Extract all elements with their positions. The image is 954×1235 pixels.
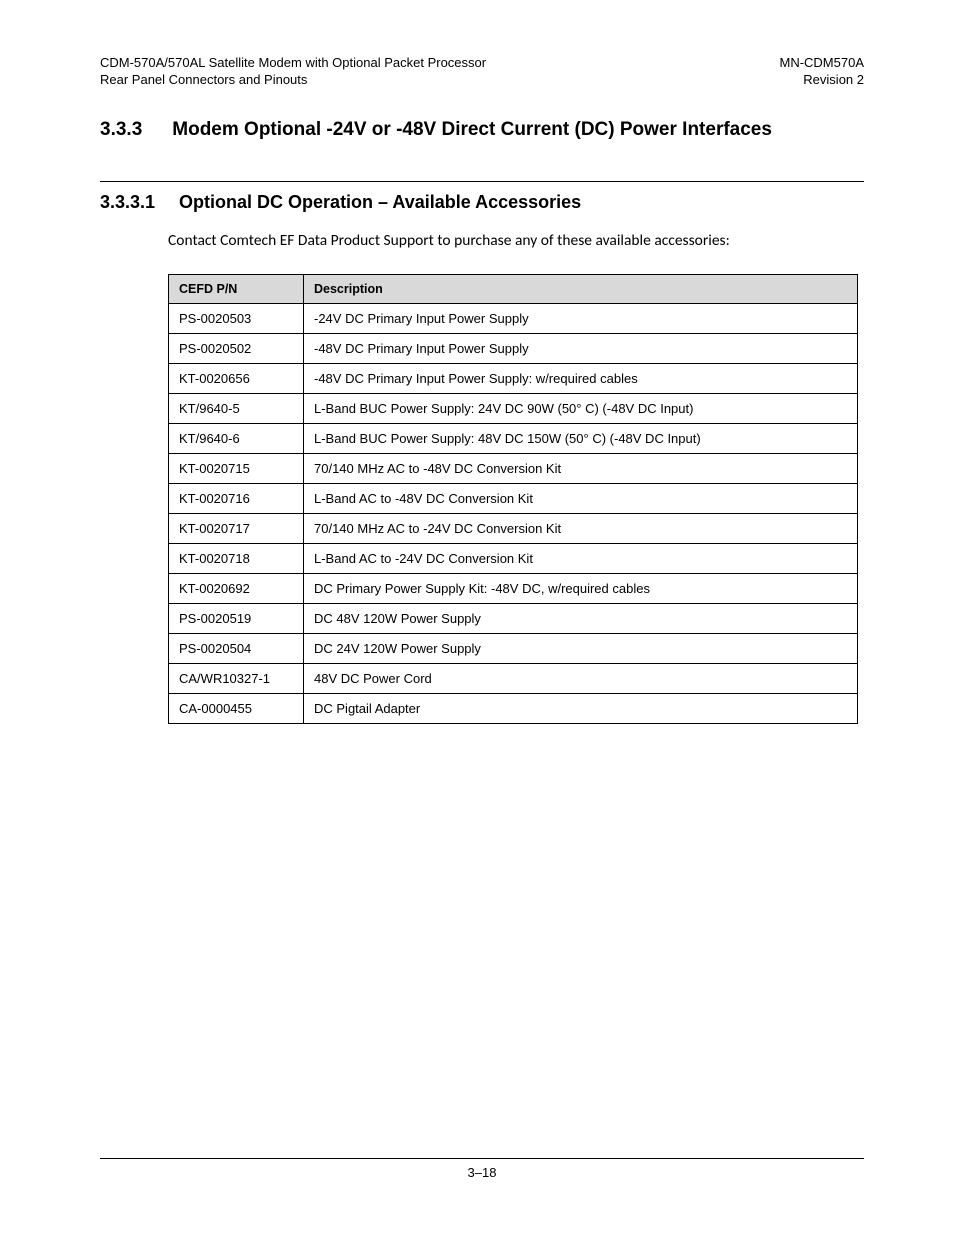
accessories-table: CEFD P/N Description PS-0020503-24V DC P… [168,274,858,724]
table-cell-pn: KT/9640-6 [169,423,304,453]
table-row: KT-002071770/140 MHz AC to -24V DC Conve… [169,513,858,543]
table-cell-desc: DC 24V 120W Power Supply [304,633,858,663]
table-cell-desc: 70/140 MHz AC to -48V DC Conversion Kit [304,453,858,483]
table-row: PS-0020503-24V DC Primary Input Power Su… [169,303,858,333]
table-cell-pn: PS-0020503 [169,303,304,333]
table-cell-pn: KT-0020718 [169,543,304,573]
page-number: 3–18 [100,1165,864,1180]
footer-rule [100,1158,864,1159]
table-cell-pn: KT-0020716 [169,483,304,513]
table-header-desc: Description [304,274,858,303]
table-row: PS-0020502-48V DC Primary Input Power Su… [169,333,858,363]
table-cell-desc: DC 48V 120W Power Supply [304,603,858,633]
table-row: CA-0000455DC Pigtail Adapter [169,693,858,723]
header-right: MN-CDM570A Revision 2 [779,55,864,89]
table-row: KT-0020692DC Primary Power Supply Kit: -… [169,573,858,603]
table-cell-pn: KT-0020717 [169,513,304,543]
table-row: PS-0020519DC 48V 120W Power Supply [169,603,858,633]
table-row: PS-0020504DC 24V 120W Power Supply [169,633,858,663]
section-2-number: 3.3.3.1 [100,192,155,213]
table-cell-desc: L-Band BUC Power Supply: 48V DC 150W (50… [304,423,858,453]
table-cell-desc: -48V DC Primary Input Power Supply: w/re… [304,363,858,393]
table-cell-pn: KT-0020715 [169,453,304,483]
table-cell-desc: L-Band AC to -24V DC Conversion Kit [304,543,858,573]
table-body: PS-0020503-24V DC Primary Input Power Su… [169,303,858,723]
table-cell-pn: PS-0020504 [169,633,304,663]
table-cell-pn: CA-0000455 [169,693,304,723]
section-rule [100,181,864,182]
table-header-row: CEFD P/N Description [169,274,858,303]
table-cell-pn: KT-0020656 [169,363,304,393]
section-2-title: Optional DC Operation – Available Access… [179,192,581,212]
table-cell-pn: CA/WR10327-1 [169,663,304,693]
page-footer: 3–18 [100,1158,864,1180]
table-cell-desc: 48V DC Power Cord [304,663,858,693]
table-row: KT/9640-5L-Band BUC Power Supply: 24V DC… [169,393,858,423]
table-cell-pn: PS-0020519 [169,603,304,633]
table-cell-desc: DC Primary Power Supply Kit: -48V DC, w/… [304,573,858,603]
table-cell-desc: L-Band BUC Power Supply: 24V DC 90W (50°… [304,393,858,423]
header-left-line1: CDM-570A/570AL Satellite Modem with Opti… [100,55,486,72]
table-row: KT/9640-6L-Band BUC Power Supply: 48V DC… [169,423,858,453]
section-heading-1: 3.3.3 Modem Optional -24V or -48V Direct … [100,119,864,141]
intro-paragraph: Contact Comtech EF Data Product Support … [168,231,864,250]
table-row: KT-0020716L-Band AC to -48V DC Conversio… [169,483,858,513]
table-cell-desc: DC Pigtail Adapter [304,693,858,723]
page-header: CDM-570A/570AL Satellite Modem with Opti… [100,55,864,89]
header-right-line1: MN-CDM570A [779,55,864,72]
header-left: CDM-570A/570AL Satellite Modem with Opti… [100,55,486,89]
table-cell-pn: KT/9640-5 [169,393,304,423]
header-left-line2: Rear Panel Connectors and Pinouts [100,72,486,89]
table-row: KT-0020656-48V DC Primary Input Power Su… [169,363,858,393]
section-1-number: 3.3.3 [100,119,142,141]
header-right-line2: Revision 2 [779,72,864,89]
table-row: CA/WR10327-148V DC Power Cord [169,663,858,693]
table-row: KT-0020718L-Band AC to -24V DC Conversio… [169,543,858,573]
section-1-title: Modem Optional -24V or -48V Direct Curre… [172,119,772,140]
table-cell-desc: -24V DC Primary Input Power Supply [304,303,858,333]
table-header-pn: CEFD P/N [169,274,304,303]
section-heading-2: 3.3.3.1 Optional DC Operation – Available… [100,192,864,213]
table-cell-desc: -48V DC Primary Input Power Supply [304,333,858,363]
table-row: KT-002071570/140 MHz AC to -48V DC Conve… [169,453,858,483]
table-cell-desc: 70/140 MHz AC to -24V DC Conversion Kit [304,513,858,543]
table-cell-pn: KT-0020692 [169,573,304,603]
table-cell-pn: PS-0020502 [169,333,304,363]
table-cell-desc: L-Band AC to -48V DC Conversion Kit [304,483,858,513]
